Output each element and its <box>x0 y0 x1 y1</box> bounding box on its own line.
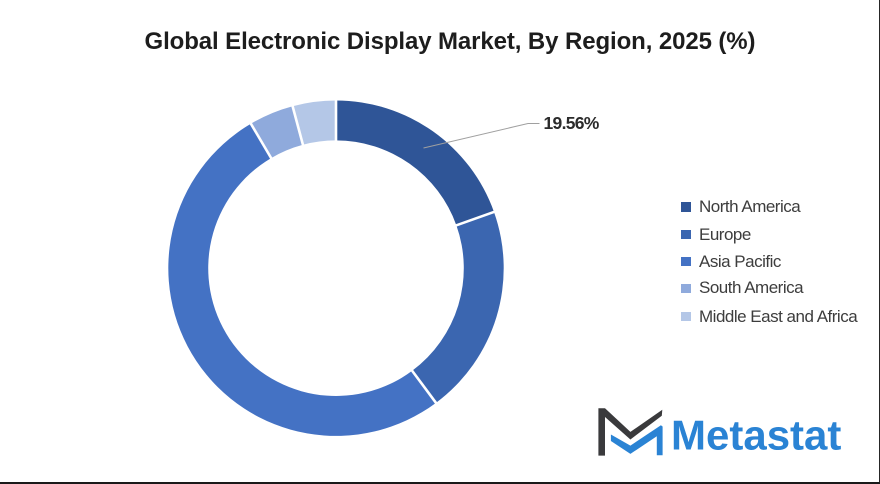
svg-text:Metastat: Metastat <box>671 411 841 458</box>
